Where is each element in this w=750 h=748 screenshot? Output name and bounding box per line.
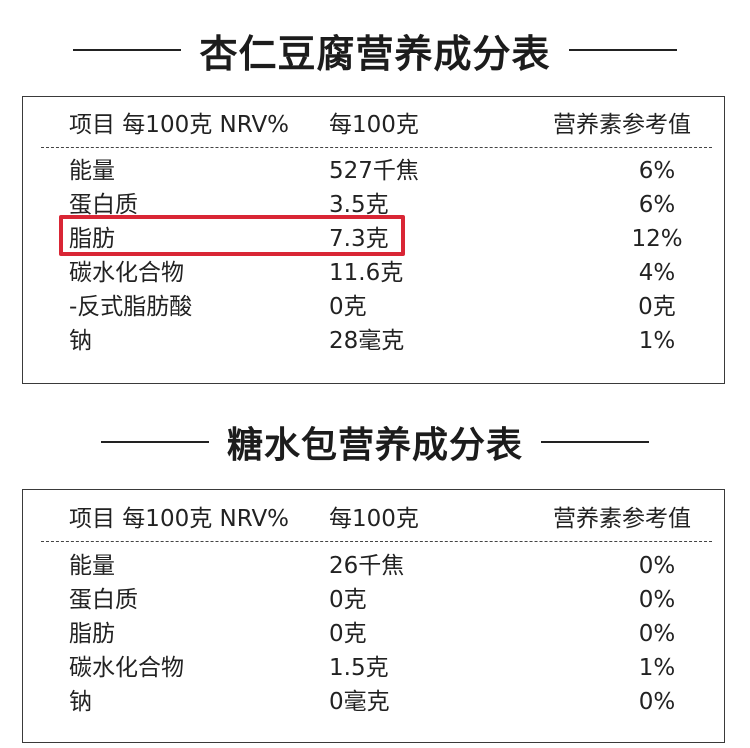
row-nrv: 0% [638,621,676,647]
title-rule-left [73,49,182,51]
row-value: 0毫克 [329,689,390,715]
row-value: 0克 [329,294,367,320]
row-nrv: 6% [638,192,676,218]
header-nrv: 营养素参考值 [553,112,691,138]
nutrition-table: 项目 每100克 NRV% 每100克 营养素参考值 能量 26千焦 0% 蛋白… [22,489,725,743]
row-value: 527千焦 [329,158,419,184]
header-per100: 每100克 [329,112,419,138]
row-nrv: 0% [638,587,676,613]
table-title-row: 杏仁豆腐营养成分表 [0,22,750,78]
row-nrv: 0% [638,553,676,579]
row-name: 碳水化合物 [69,260,184,286]
row-name: 能量 [69,158,115,184]
row-value: 1.5克 [329,655,389,681]
table-row: 能量 527千焦 6% [23,154,724,188]
row-value: 28毫克 [329,328,405,354]
row-nrv: 6% [638,158,676,184]
header-divider [41,147,712,148]
row-name: 脂肪 [69,621,115,647]
row-name: 蛋白质 [69,587,138,613]
row-name: 蛋白质 [69,192,138,218]
row-value: 3.5克 [329,192,389,218]
row-name: 脂肪 [69,226,115,252]
table-title: 杏仁豆腐营养成分表 [199,31,551,76]
table-row: 碳水化合物 11.6克 4% [23,256,724,290]
table-row: 蛋白质 3.5克 6% [23,188,724,222]
header-item: 项目 每100克 NRV% [69,506,290,532]
header-nrv: 营养素参考值 [553,506,691,532]
header-per100: 每100克 [329,506,419,532]
row-nrv: 12% [631,226,683,252]
row-name: 钠 [69,689,92,715]
row-nrv: 0克 [638,294,676,320]
table-row: 钠 0毫克 0% [23,685,724,719]
table-row: -反式脂肪酸 0克 0克 [23,290,724,324]
row-value: 26千焦 [329,553,405,579]
title-rule-right [541,441,649,443]
table-row: 蛋白质 0克 0% [23,583,724,617]
nutrition-table: 项目 每100克 NRV% 每100克 营养素参考值 能量 527千焦 6% 蛋… [22,96,725,384]
row-nrv: 1% [638,655,676,681]
title-rule-left [100,441,209,443]
table-row: 钠 28毫克 1% [23,324,724,358]
row-value: 0克 [329,621,367,647]
highlight-box [59,215,405,256]
row-nrv: 4% [638,260,676,286]
row-name: -反式脂肪酸 [69,294,193,320]
header-divider [41,541,712,542]
row-value: 11.6克 [329,260,404,286]
table-row: 碳水化合物 1.5克 1% [23,651,724,685]
row-nrv: 1% [638,328,676,354]
table-row: 脂肪 0克 0% [23,617,724,651]
row-name: 碳水化合物 [69,655,184,681]
title-rule-right [568,49,677,51]
row-value: 7.3克 [329,226,389,252]
row-value: 0克 [329,587,367,613]
table-row: 能量 26千焦 0% [23,549,724,583]
header-item: 项目 每100克 NRV% [69,112,290,138]
table-header-row: 项目 每100克 NRV% 每100克 营养素参考值 [23,502,724,536]
table-row-highlighted: 脂肪 7.3克 12% [23,222,724,256]
row-nrv: 0% [638,689,676,715]
row-name: 钠 [69,328,92,354]
table-title-row: 糖水包营养成分表 [0,414,750,470]
row-name: 能量 [69,553,115,579]
table-header-row: 项目 每100克 NRV% 每100克 营养素参考值 [23,108,724,142]
table-title: 糖水包营养成分表 [226,425,523,466]
